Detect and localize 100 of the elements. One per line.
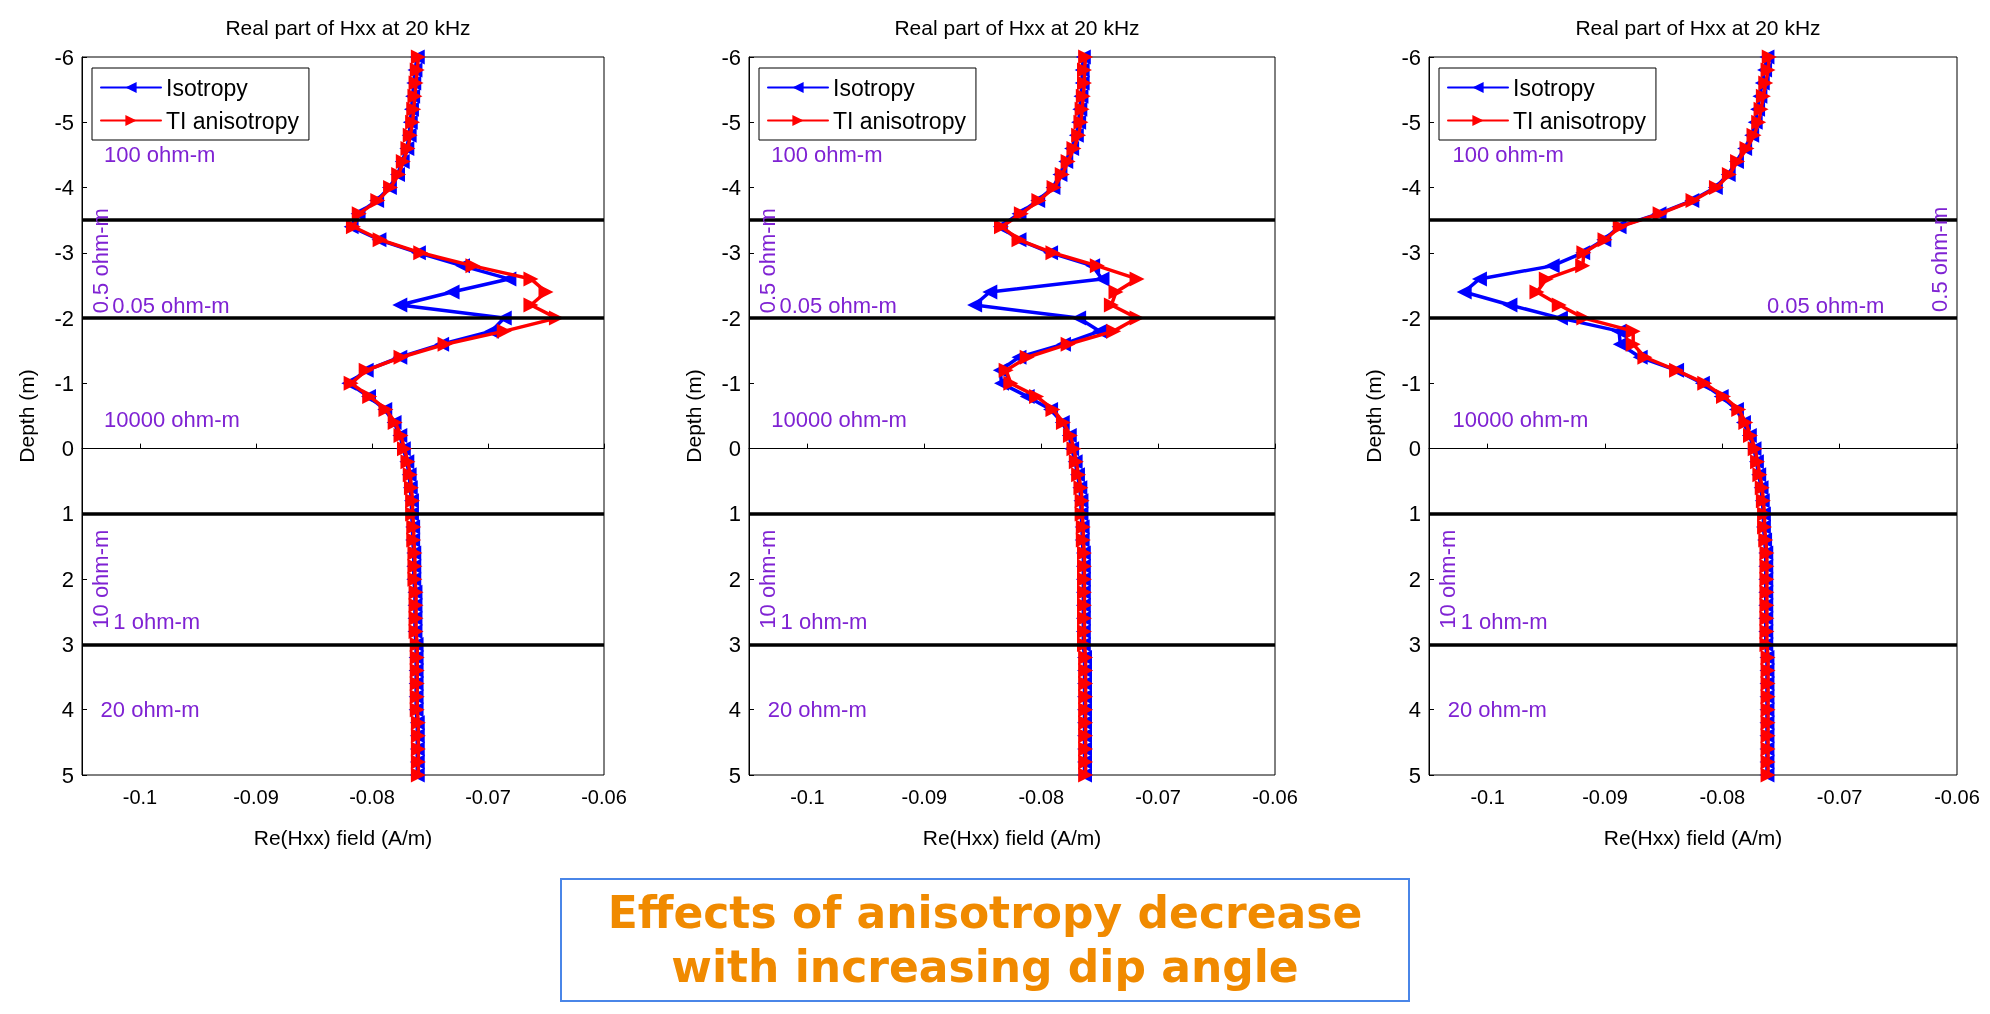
x-tick-label: -0.06 (581, 786, 627, 808)
x-tick-label: -0.09 (233, 786, 279, 808)
point (496, 323, 512, 339)
y-tick-label: 4 (728, 697, 741, 723)
x-axis-title: Re(Hxx) field (A/m) (1603, 826, 1783, 849)
point (1751, 114, 1767, 130)
point (1538, 271, 1554, 287)
y-tick-label: 4 (61, 697, 74, 723)
point (1129, 271, 1145, 287)
point (998, 362, 1014, 378)
chart-title: Real part of Hxx at 20 kHz (894, 16, 1140, 39)
y-tick-label: 5 (61, 762, 74, 788)
y-tick-label: 2 (1408, 566, 1421, 592)
y-tick-label: -2 (1401, 305, 1421, 331)
y-axis-title: Depth (m) (1362, 369, 1385, 463)
point (1551, 297, 1567, 313)
x-tick-label: -0.1 (790, 786, 825, 808)
annotation: 1 ohm-m (1460, 609, 1548, 635)
legend-label: TI anisotropy (1513, 107, 1647, 134)
point (1471, 271, 1487, 287)
annotation: 1 ohm-m (113, 609, 201, 635)
y-tick-label: -6 (721, 44, 741, 70)
chart-title: Real part of Hxx at 20 kHz (225, 16, 471, 39)
point (1758, 75, 1774, 91)
point (1060, 336, 1076, 352)
y-tick-label: -3 (54, 240, 74, 266)
point (1637, 349, 1653, 365)
point (967, 297, 983, 313)
y-tick-label: 4 (1408, 697, 1421, 723)
point (1529, 284, 1545, 300)
point (538, 284, 554, 300)
point (523, 271, 539, 287)
x-tick-label: -0.07 (1816, 786, 1863, 808)
point (523, 297, 539, 313)
y-tick-label: -5 (54, 109, 74, 135)
y-tick-label: -2 (721, 305, 741, 331)
annotation: 100 ohm-m (771, 142, 883, 168)
y-tick-label: 0 (61, 436, 74, 462)
y-tick-label: 1 (61, 501, 74, 527)
annotation: 10 ohm-m (88, 529, 114, 629)
y-tick-label: 3 (1408, 631, 1421, 657)
x-tick-label: -0.06 (1252, 786, 1298, 808)
x-axis-title: Re(Hxx) field (A/m) (253, 826, 433, 849)
point (1019, 349, 1035, 365)
y-tick-label: -3 (1401, 240, 1421, 266)
y-tick-label: -6 (1401, 44, 1421, 70)
y-tick-label: 2 (61, 566, 74, 592)
point (1089, 258, 1105, 274)
x-tick-label: -0.1 (122, 786, 158, 808)
annotation: 0.5 ohm-m (88, 208, 114, 314)
y-tick-label: -4 (54, 175, 74, 201)
y-tick-label: -6 (54, 44, 74, 70)
legend-label: Isotropy (166, 74, 249, 101)
point (1003, 375, 1019, 391)
y-axis-title: Depth (m) (15, 369, 38, 463)
y-tick-label: 2 (728, 566, 741, 592)
annotation: 0.05 ohm-m (779, 292, 897, 318)
y-tick-label: 0 (728, 436, 741, 462)
point (1625, 336, 1641, 352)
annotation: 10000 ohm-m (104, 406, 240, 432)
x-axis-title: Re(Hxx) field (A/m) (922, 826, 1102, 849)
x-tick-label: -0.09 (1582, 786, 1628, 808)
y-tick-label: 5 (1408, 762, 1421, 788)
y-tick-label: -1 (54, 370, 74, 396)
point (1502, 297, 1518, 313)
point (1456, 284, 1472, 300)
y-tick-label: 3 (728, 631, 741, 657)
point (392, 297, 408, 313)
point (444, 284, 460, 300)
annotation: 10 ohm-m (1435, 529, 1461, 629)
y-tick-label: 3 (61, 631, 74, 657)
y-tick-label: -4 (1401, 175, 1421, 201)
annotation: 10000 ohm-m (1452, 406, 1589, 432)
x-tick-label: -0.09 (901, 786, 948, 808)
x-tick-label: -0.1 (1470, 786, 1505, 808)
y-tick-label: -5 (721, 109, 741, 135)
point (1575, 258, 1591, 274)
point (465, 258, 481, 274)
x-tick-label: -0.08 (1018, 786, 1065, 808)
point (1625, 323, 1641, 339)
point (1108, 284, 1124, 300)
x-tick-label: -0.07 (465, 786, 511, 808)
y-tick-label: 5 (728, 762, 741, 788)
point (1029, 388, 1045, 404)
annotation: 1 ohm-m (780, 609, 868, 635)
annotation: 10000 ohm-m (771, 406, 907, 432)
annotation: 100 ohm-m (104, 142, 216, 168)
point (1094, 271, 1110, 287)
y-tick-label: 0 (1408, 436, 1421, 462)
legend-label: Isotropy (1513, 74, 1596, 101)
point (1106, 323, 1122, 339)
annotation: 20 ohm-m (767, 697, 867, 723)
y-tick-label: -2 (54, 305, 74, 331)
point (982, 284, 998, 300)
annotation: 0.05 ohm-m (112, 292, 230, 318)
y-tick-label: -1 (721, 370, 741, 396)
point (1544, 258, 1560, 274)
annotation: 0.5 ohm-m (755, 208, 781, 314)
legend-label: TI anisotropy (833, 107, 967, 134)
point (1103, 297, 1119, 313)
